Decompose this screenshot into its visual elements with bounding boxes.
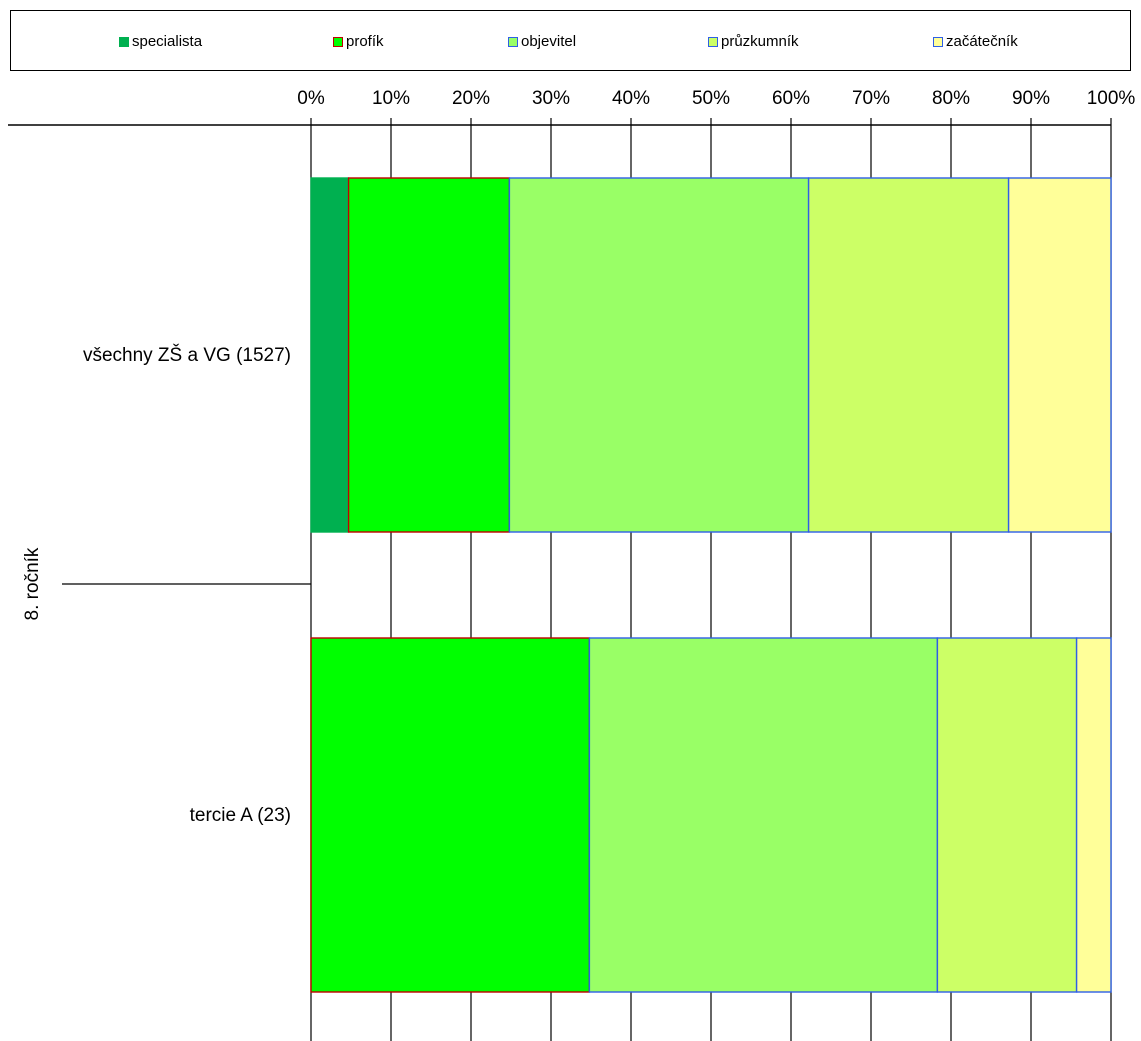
- bar-segment-průzkumník: [936, 637, 1078, 993]
- bar-segment-průzkumník: [807, 177, 1010, 533]
- legend-item-4: průzkumník: [708, 33, 799, 50]
- legend-label: začátečník: [946, 33, 1018, 50]
- bar-segment-profík: [347, 177, 511, 533]
- legend-item-3: objevitel: [508, 33, 576, 50]
- bar-segment-objevitel: [508, 177, 810, 533]
- legend-label: specialista: [132, 33, 203, 50]
- group-label: 8. ročník: [22, 547, 43, 620]
- legend-label: průzkumník: [721, 33, 799, 50]
- legend-swatch: [333, 37, 343, 47]
- x-tick-label: 0%: [297, 88, 325, 109]
- bar-segment-profík: [310, 637, 591, 993]
- x-tick-label: 40%: [612, 88, 650, 109]
- legend-swatch: [119, 37, 129, 47]
- bar-segment-specialista: [310, 177, 350, 533]
- legend-item-5: začátečník: [933, 33, 1018, 50]
- bar-segment-objevitel: [588, 637, 939, 993]
- x-tick-label: 30%: [532, 88, 570, 109]
- x-tick-label: 10%: [372, 88, 410, 109]
- x-tick-label: 50%: [692, 88, 730, 109]
- x-tick-label: 60%: [772, 88, 810, 109]
- category-label: všechny ZŠ a VG (1527): [83, 344, 291, 366]
- bar-segment-začátečník: [1075, 637, 1112, 993]
- x-tick-label: 20%: [452, 88, 490, 109]
- legend-swatch: [508, 37, 518, 47]
- legend-label: profík: [346, 33, 384, 50]
- legend-swatch: [708, 37, 718, 47]
- legend: specialista profík objevitel průzkumník začá…: [10, 10, 1131, 71]
- x-tick-label: 70%: [852, 88, 890, 109]
- x-tick-label: 80%: [932, 88, 970, 109]
- legend-item-2: profík: [333, 33, 384, 50]
- legend-item-1: specialista: [119, 33, 202, 50]
- legend-swatch: [933, 37, 943, 47]
- legend-label: objevitel: [521, 33, 577, 50]
- bar-segment-začátečník: [1007, 177, 1112, 533]
- x-tick-label: 90%: [1012, 88, 1050, 109]
- category-label: tercie A (23): [190, 805, 291, 826]
- x-tick-label: 100%: [1087, 88, 1136, 109]
